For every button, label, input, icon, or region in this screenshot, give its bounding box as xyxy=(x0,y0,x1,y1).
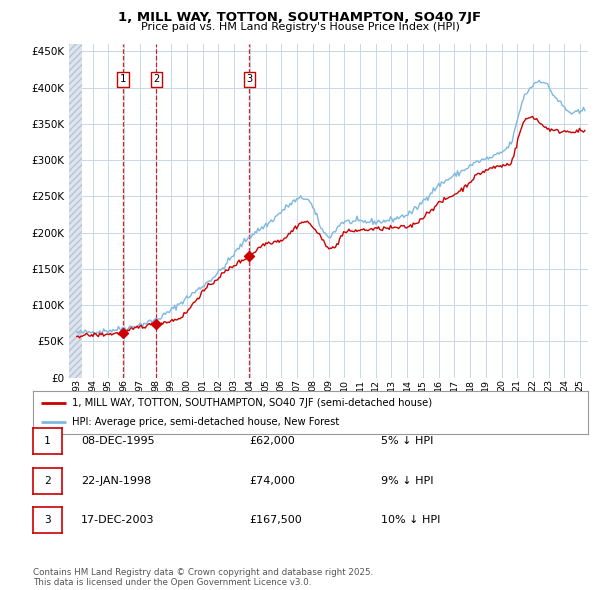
Text: 2: 2 xyxy=(154,74,160,84)
Text: 17-DEC-2003: 17-DEC-2003 xyxy=(81,516,155,525)
Text: 3: 3 xyxy=(44,516,51,525)
Text: 9% ↓ HPI: 9% ↓ HPI xyxy=(381,476,433,486)
Text: 1: 1 xyxy=(44,437,51,446)
Text: 1, MILL WAY, TOTTON, SOUTHAMPTON, SO40 7JF: 1, MILL WAY, TOTTON, SOUTHAMPTON, SO40 7… xyxy=(118,11,482,24)
Text: Contains HM Land Registry data © Crown copyright and database right 2025.
This d: Contains HM Land Registry data © Crown c… xyxy=(33,568,373,587)
Text: 10% ↓ HPI: 10% ↓ HPI xyxy=(381,516,440,525)
Text: 08-DEC-1995: 08-DEC-1995 xyxy=(81,437,155,446)
Text: 22-JAN-1998: 22-JAN-1998 xyxy=(81,476,151,486)
Text: 1, MILL WAY, TOTTON, SOUTHAMPTON, SO40 7JF (semi-detached house): 1, MILL WAY, TOTTON, SOUTHAMPTON, SO40 7… xyxy=(72,398,432,408)
Text: 2: 2 xyxy=(44,476,51,486)
Bar xyxy=(69,44,82,378)
Text: HPI: Average price, semi-detached house, New Forest: HPI: Average price, semi-detached house,… xyxy=(72,417,339,427)
Text: 1: 1 xyxy=(119,74,126,84)
Text: 3: 3 xyxy=(246,74,253,84)
Text: 5% ↓ HPI: 5% ↓ HPI xyxy=(381,437,433,446)
Text: £167,500: £167,500 xyxy=(249,516,302,525)
Text: Price paid vs. HM Land Registry's House Price Index (HPI): Price paid vs. HM Land Registry's House … xyxy=(140,22,460,32)
Text: £62,000: £62,000 xyxy=(249,437,295,446)
Text: £74,000: £74,000 xyxy=(249,476,295,486)
